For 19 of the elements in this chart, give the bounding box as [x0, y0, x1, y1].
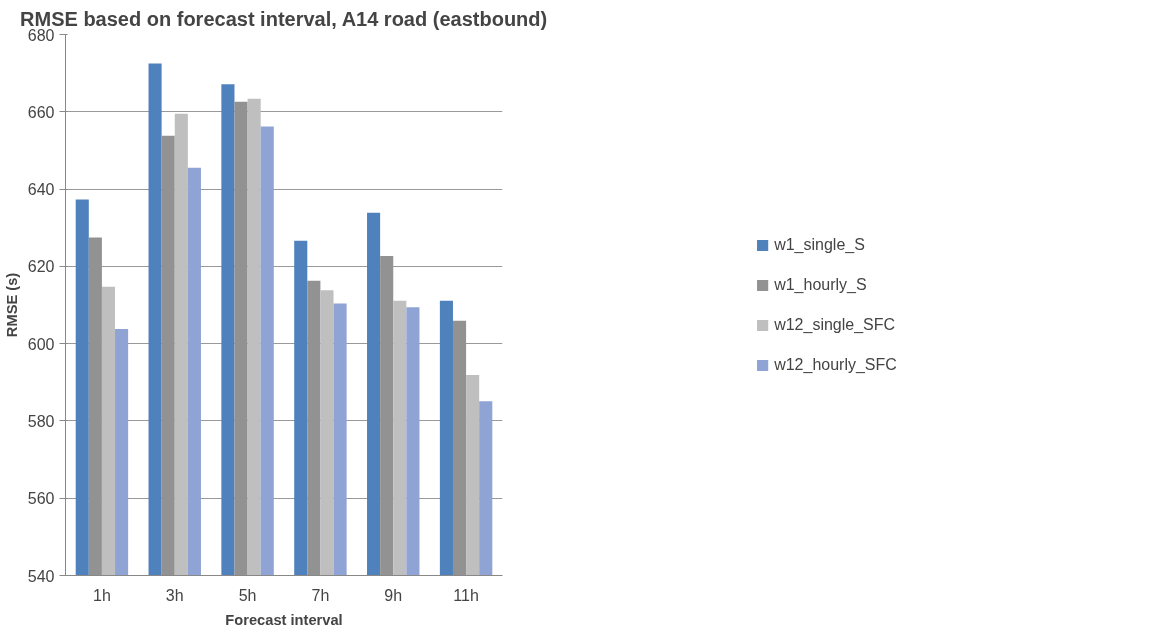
- x-tick-label: 7h: [311, 586, 330, 604]
- y-tick-label: 660: [27, 103, 55, 121]
- x-tick-label: 11h: [453, 586, 479, 604]
- legend-label: w1_hourly_S: [774, 275, 867, 294]
- x-tick-label: 1h: [93, 586, 111, 604]
- x-axis-title: Forecast interval: [225, 611, 343, 628]
- y-tick-label: 600: [27, 335, 55, 353]
- y-axis-title: RMSE (s): [3, 272, 20, 338]
- x-tick-label: 5h: [238, 586, 257, 604]
- x-tick-label: 3h: [165, 586, 184, 604]
- y-tick-label: 540: [27, 567, 55, 585]
- legend-label: w12_hourly_SFC: [774, 355, 897, 374]
- y-tick-label: 560: [27, 490, 55, 508]
- y-tick-label: 620: [27, 258, 55, 276]
- y-tick-label: 580: [27, 412, 55, 430]
- legend-label: w1_single_S: [774, 235, 865, 254]
- legend-label: w12_single_SFC: [774, 315, 896, 334]
- x-tick-label: 9h: [384, 586, 403, 604]
- y-tick-label: 640: [27, 181, 55, 199]
